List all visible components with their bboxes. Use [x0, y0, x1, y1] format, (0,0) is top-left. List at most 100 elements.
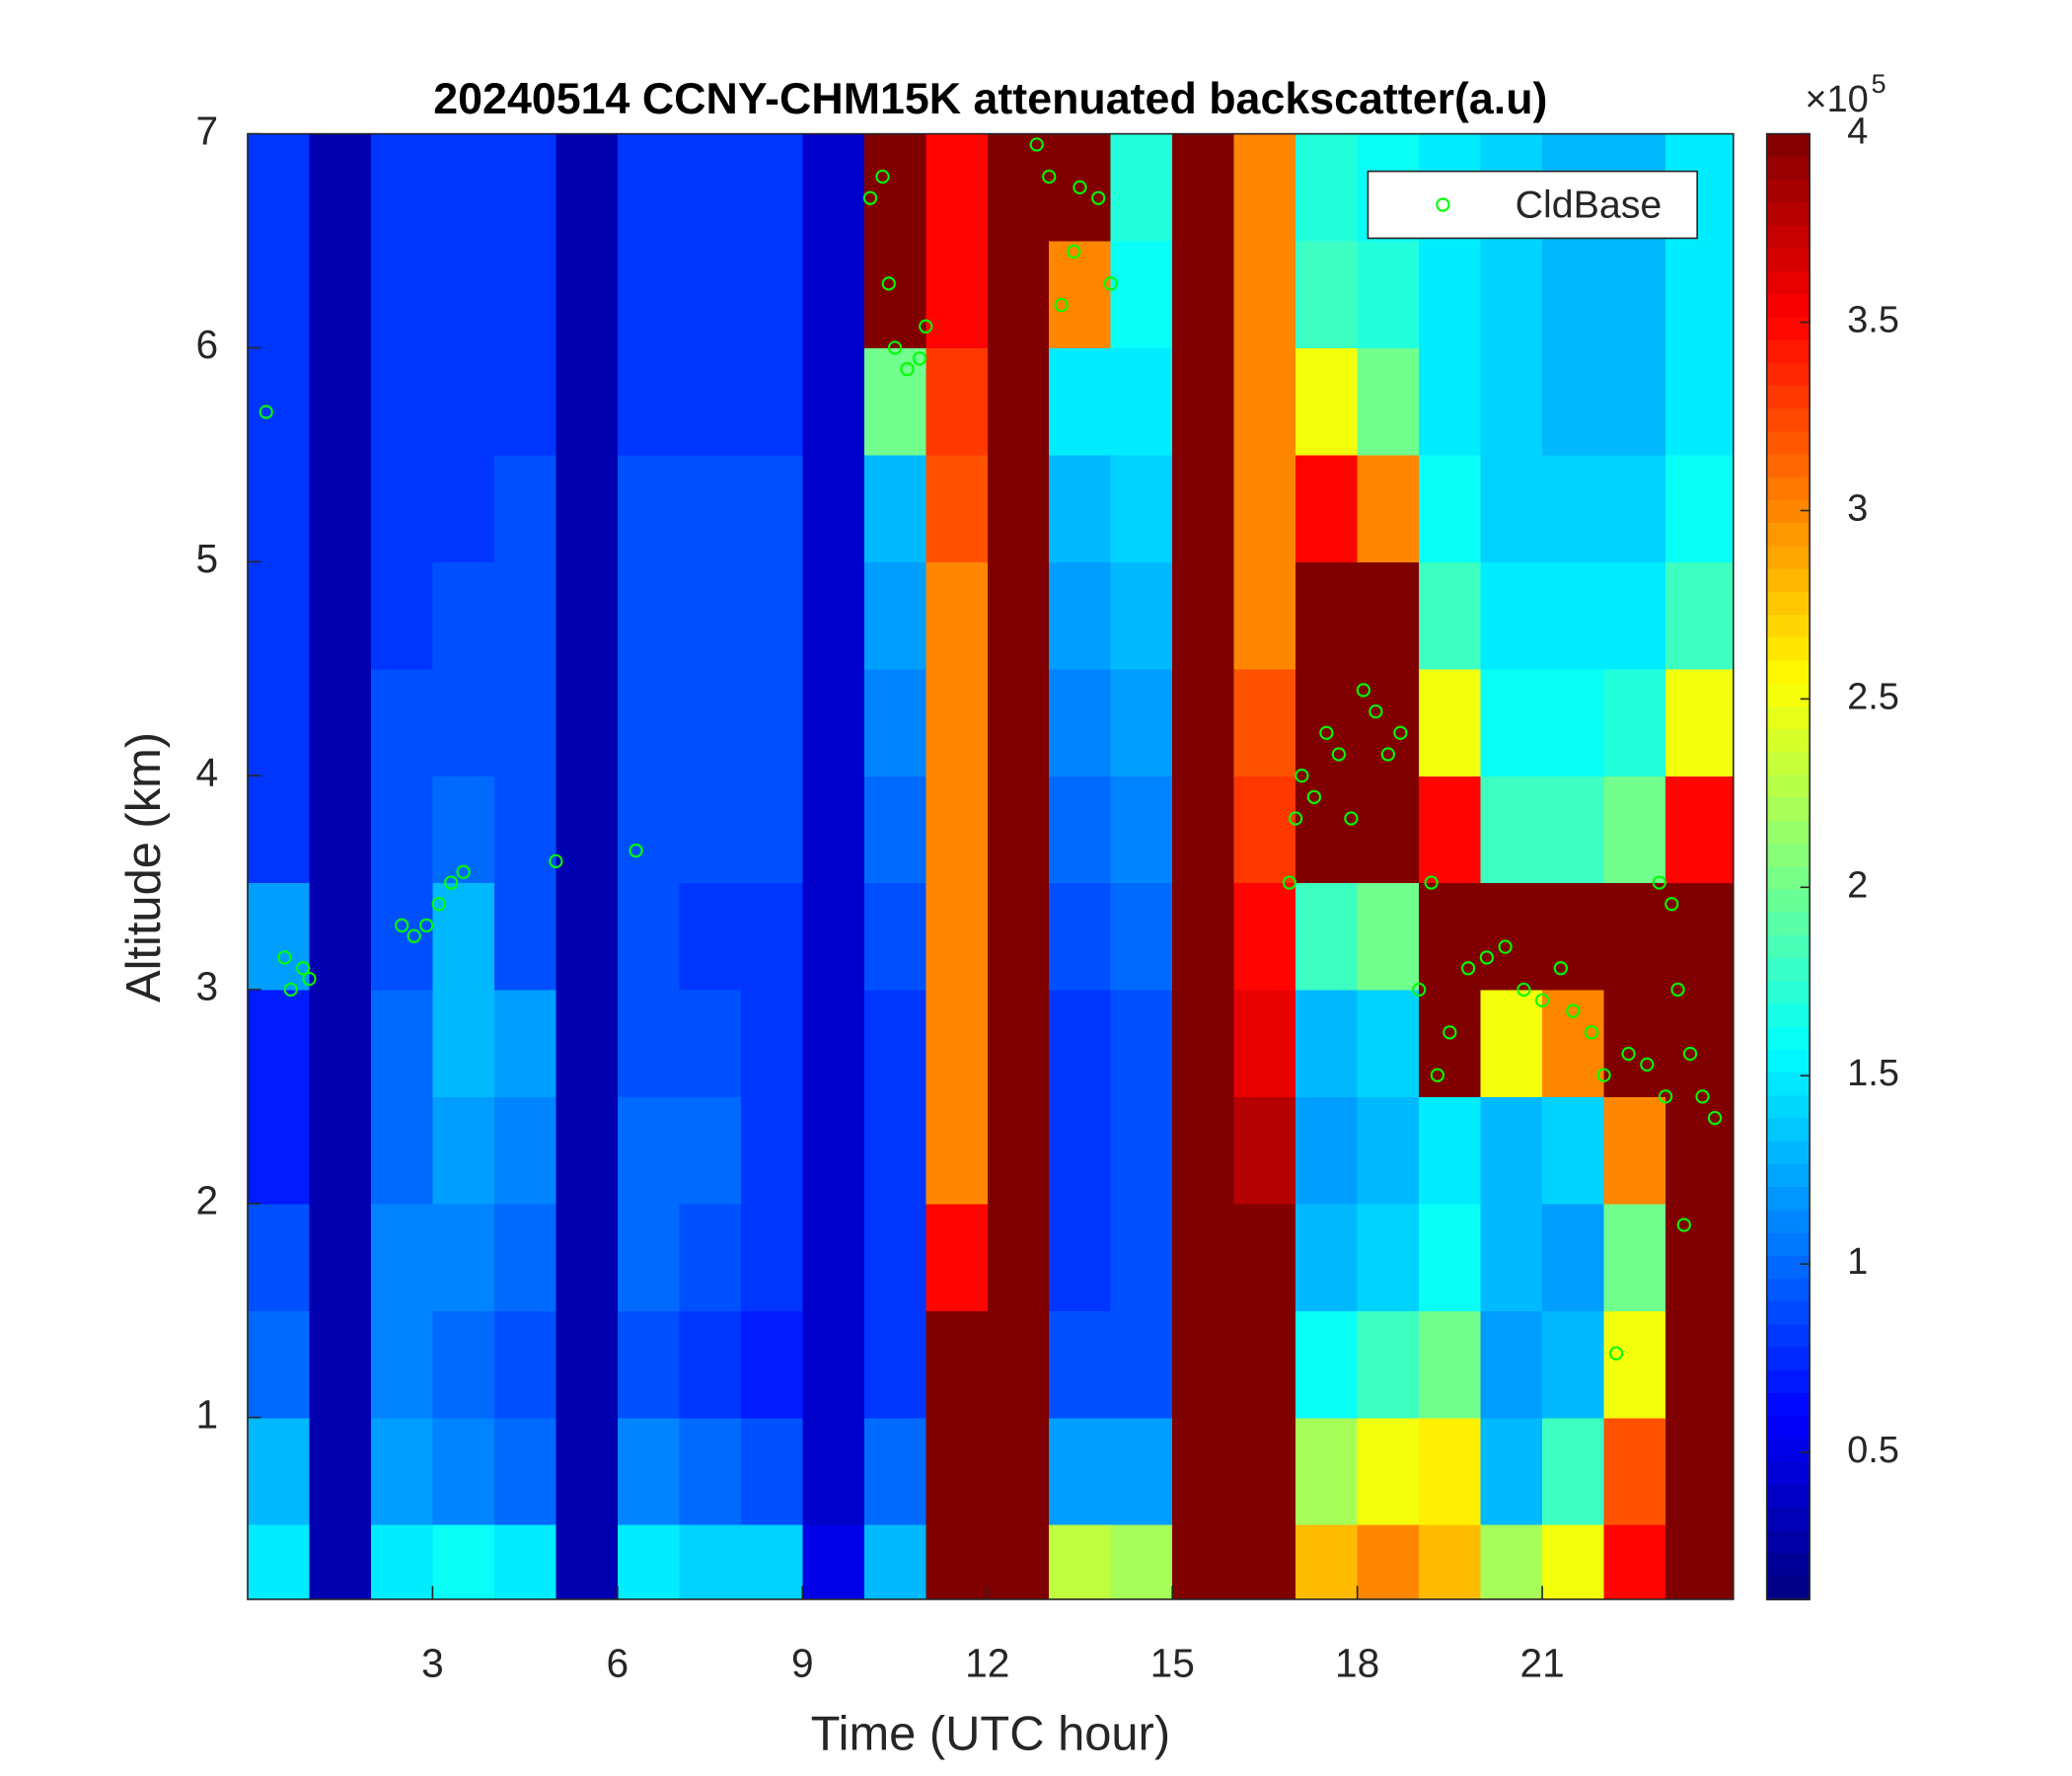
heatmap-cell [1542, 241, 1605, 349]
cloud-base-point [1073, 180, 1087, 194]
heatmap-cell [679, 454, 742, 562]
heatmap-cell [925, 347, 989, 456]
heatmap-cell [555, 989, 619, 1098]
heatmap-cell [555, 1310, 619, 1419]
heatmap-cell [1480, 1096, 1543, 1205]
heatmap-cell [1049, 561, 1112, 670]
colorbar-segment [1766, 156, 1811, 181]
heatmap-cell [679, 241, 742, 349]
heatmap-cell [802, 1524, 865, 1600]
heatmap-cell [432, 133, 495, 242]
heatmap-cell [1603, 561, 1666, 670]
heatmap-cell [802, 668, 865, 777]
heatmap-cell [370, 882, 434, 991]
heatmap-cell [679, 133, 742, 242]
colorbar-segment [1766, 568, 1811, 593]
x-tick-label: 3 [421, 1641, 444, 1686]
heatmap-cell [1419, 1524, 1482, 1600]
heatmap-cell [925, 668, 989, 777]
colorbar-scale: ×10 [1805, 79, 1868, 120]
heatmap-cell [493, 1524, 557, 1600]
heatmap-cell [802, 1203, 865, 1311]
heatmap-cell [1419, 561, 1482, 670]
heatmap-cell [1049, 1417, 1112, 1525]
heatmap-cell [432, 1096, 495, 1205]
heatmap-cell [1049, 347, 1112, 456]
cloud-base-point [1380, 747, 1396, 762]
colorbar-segment [1766, 1279, 1811, 1303]
heatmap-cell [432, 347, 495, 456]
heatmap-cell [987, 1203, 1050, 1311]
colorbar-segment [1766, 615, 1811, 639]
heatmap-cell [740, 561, 803, 670]
heatmap-cell [740, 776, 803, 884]
colorbar-tick-label: 3 [1847, 488, 1868, 530]
heatmap-cell [1172, 347, 1235, 456]
heatmap-cell [679, 1310, 742, 1419]
colorbar-segment [1766, 752, 1811, 777]
heatmap-cell [370, 1310, 434, 1419]
heatmap-cell [370, 1524, 434, 1600]
legend-box [1367, 170, 1698, 240]
colorbar-segment [1766, 1393, 1811, 1418]
x-tick-label: 15 [1150, 1641, 1195, 1686]
heatmap-cell [309, 989, 372, 1098]
heatmap-cell [617, 347, 681, 456]
heatmap-cell [1542, 561, 1605, 670]
colorbar-segment [1766, 317, 1811, 341]
cloud-base-point [259, 405, 273, 419]
heatmap-cell [1172, 1524, 1235, 1600]
heatmap-cell [1110, 454, 1173, 562]
heatmap-cell [1110, 241, 1173, 349]
colorbar-segment [1766, 958, 1811, 983]
heatmap-cell [1665, 989, 1735, 1098]
heatmap-cell [617, 668, 681, 777]
heatmap-cell [247, 454, 311, 562]
heatmap-cell [1295, 1203, 1359, 1311]
heatmap-cell [1295, 776, 1359, 884]
heatmap-cell [493, 1096, 557, 1205]
cloud-base-point [1306, 789, 1322, 804]
heatmap-cell [1419, 882, 1482, 991]
heatmap-cell [1049, 1310, 1112, 1419]
heatmap-cell [1172, 882, 1235, 991]
heatmap-cell [1295, 1417, 1359, 1525]
heatmap-cell [925, 1203, 989, 1311]
chart-title: 20240514 CCNY-CHM15K attenuated backscat… [433, 74, 1547, 123]
cloud-base-point [881, 276, 896, 291]
cloud-base-point [919, 319, 933, 333]
heatmap-cell [617, 1203, 681, 1311]
colorbar-segment [1766, 408, 1811, 433]
colorbar-segment [1766, 820, 1811, 845]
colorbar-segment [1766, 1118, 1811, 1143]
cloud-base-point [296, 961, 311, 976]
cloud-base-point [1460, 961, 1476, 976]
heatmap-cell [987, 1524, 1050, 1600]
heatmap-cell [493, 241, 557, 349]
colorbar-segment [1766, 339, 1811, 364]
cloud-base-point [1621, 1046, 1636, 1062]
colorbar-segment [1766, 270, 1811, 295]
cloud-base-point [1676, 1218, 1691, 1232]
heatmap-cell [370, 241, 434, 349]
colorbar-segment [1766, 775, 1811, 799]
heatmap-cell [247, 989, 311, 1098]
y-tick-label: 3 [195, 964, 218, 1009]
heatmap-cell [247, 668, 311, 777]
heatmap-cell [802, 1096, 865, 1205]
cloud-base-point [1029, 137, 1044, 152]
colorbar-segment [1766, 729, 1811, 754]
heatmap-cell [309, 776, 372, 884]
heatmap-cell [925, 454, 989, 562]
heatmap-cell [925, 1417, 989, 1525]
colorbar-segment [1766, 797, 1811, 822]
heatmap-cell [1603, 241, 1666, 349]
colorbar-segment [1766, 454, 1811, 479]
cloud-base-point [1665, 897, 1679, 912]
heatmap-cell [247, 241, 311, 349]
heatmap-cell [493, 1310, 557, 1419]
colorbar-tick-label: 2.5 [1847, 676, 1899, 717]
cloud-base-point [1566, 1003, 1581, 1018]
heatmap-cell [1110, 1096, 1173, 1205]
y-tick-label: 1 [195, 1391, 218, 1437]
